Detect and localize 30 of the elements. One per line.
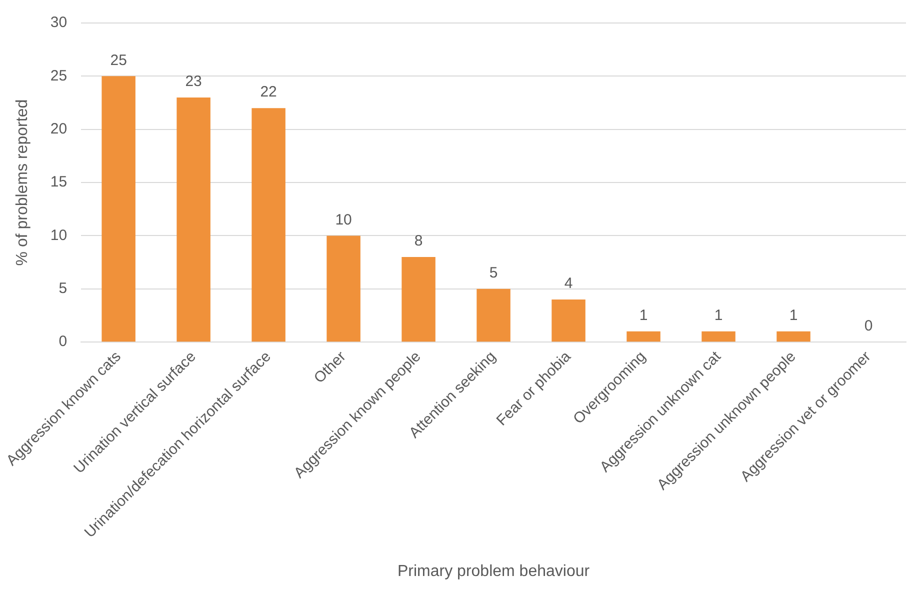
bar [626, 331, 660, 342]
y-tick-label: 25 [50, 67, 68, 84]
y-tick-label: 10 [50, 226, 68, 244]
data-label: 8 [414, 232, 423, 250]
bar [326, 236, 360, 342]
data-label: 0 [864, 318, 873, 335]
bar [776, 331, 810, 342]
bar [252, 108, 286, 342]
data-label: 23 [185, 73, 202, 90]
y-tick-label: 15 [50, 174, 68, 191]
data-label: 10 [335, 211, 352, 228]
bar [176, 97, 210, 342]
data-label: 25 [110, 52, 127, 69]
data-label: 4 [564, 275, 573, 292]
data-label: 5 [489, 264, 498, 282]
data-label: 1 [714, 307, 723, 324]
y-tick-label: 0 [58, 333, 68, 350]
bar [552, 300, 586, 342]
data-label: 1 [789, 307, 798, 324]
y-tick-label: 20 [50, 120, 68, 138]
data-label: 22 [260, 84, 277, 101]
data-label: 1 [639, 307, 648, 324]
y-axis-title: % of problems reported [14, 99, 32, 266]
y-tick-label: 30 [50, 14, 68, 32]
bar [402, 256, 436, 342]
bar [102, 76, 136, 342]
bar [476, 288, 510, 342]
bar [702, 331, 736, 342]
x-axis-title: Primary problem behaviour [397, 562, 590, 580]
y-tick-label: 5 [58, 280, 68, 298]
